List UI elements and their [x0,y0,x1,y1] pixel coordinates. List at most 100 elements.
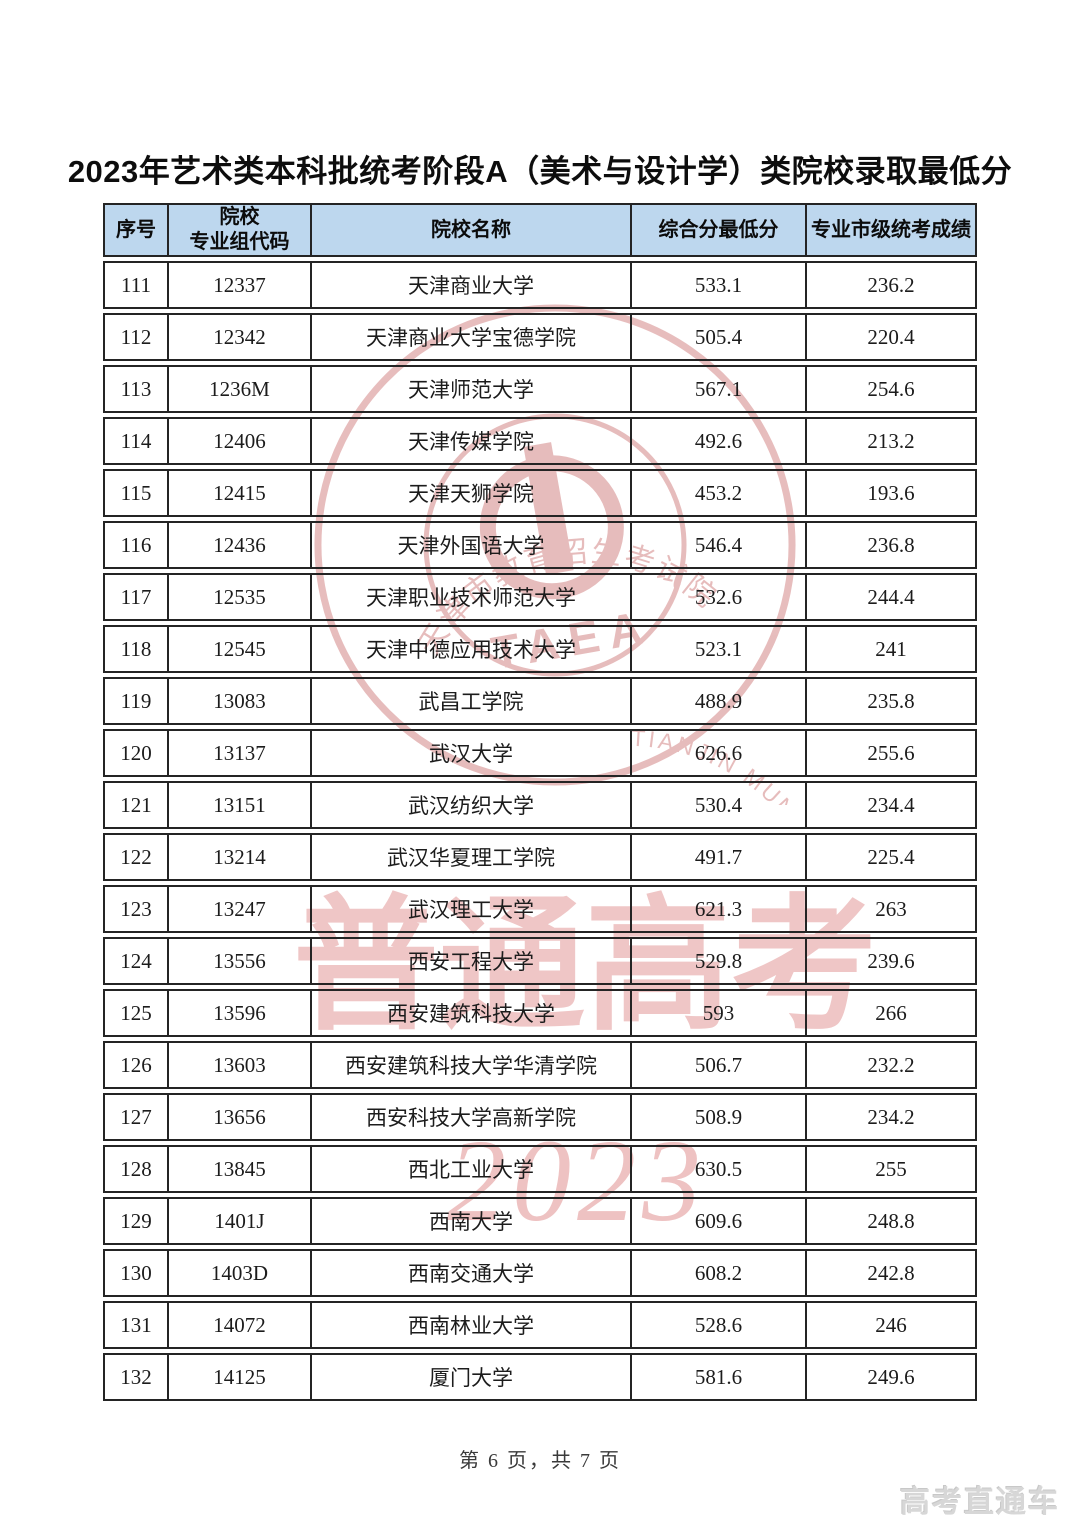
row-group-code: 1236M [167,365,310,413]
row-municipal-exam-score: 236.2 [805,261,977,309]
row-group-code: 13247 [167,885,310,933]
row-min-composite-score: 608.2 [630,1249,805,1297]
row-serial: 129 [103,1197,167,1245]
table-row: 128 13845 西北工业大学 630.5 255 [103,1145,977,1193]
row-group-code: 13083 [167,677,310,725]
row-min-composite-score: 593 [630,989,805,1037]
row-serial: 120 [103,729,167,777]
row-serial: 113 [103,365,167,413]
table-row: 111 12337 天津商业大学 533.1 236.2 [103,261,977,309]
table-row: 131 14072 西南林业大学 528.6 246 [103,1301,977,1349]
row-min-composite-score: 546.4 [630,521,805,569]
row-school-name: 西南交通大学 [310,1249,630,1297]
header-school-name: 院校名称 [310,203,630,257]
table-row: 119 13083 武昌工学院 488.9 235.8 [103,677,977,725]
row-school-name: 天津中德应用技术大学 [310,625,630,673]
row-serial: 121 [103,781,167,829]
row-min-composite-score: 523.1 [630,625,805,673]
row-school-name: 天津商业大学 [310,261,630,309]
table-row: 112 12342 天津商业大学宝德学院 505.4 220.4 [103,313,977,361]
table-row: 125 13596 西安建筑科技大学 593 266 [103,989,977,1037]
table-row: 123 13247 武汉理工大学 621.3 263 [103,885,977,933]
table-row: 120 13137 武汉大学 626.6 255.6 [103,729,977,777]
row-serial: 125 [103,989,167,1037]
table-row: 127 13656 西安科技大学高新学院 508.9 234.2 [103,1093,977,1141]
row-min-composite-score: 492.6 [630,417,805,465]
row-group-code: 13137 [167,729,310,777]
row-min-composite-score: 505.4 [630,313,805,361]
row-school-name: 西安建筑科技大学华清学院 [310,1041,630,1089]
row-serial: 117 [103,573,167,621]
row-municipal-exam-score: 255.6 [805,729,977,777]
row-group-code: 14072 [167,1301,310,1349]
row-municipal-exam-score: 263 [805,885,977,933]
row-group-code: 1403D [167,1249,310,1297]
row-municipal-exam-score: 234.2 [805,1093,977,1141]
row-min-composite-score: 506.7 [630,1041,805,1089]
table-row: 132 14125 厦门大学 581.6 249.6 [103,1353,977,1401]
table-row: 114 12406 天津传媒学院 492.6 213.2 [103,417,977,465]
row-school-name: 西安工程大学 [310,937,630,985]
row-serial: 130 [103,1249,167,1297]
row-min-composite-score: 530.4 [630,781,805,829]
row-municipal-exam-score: 213.2 [805,417,977,465]
row-group-code: 12545 [167,625,310,673]
row-serial: 119 [103,677,167,725]
row-serial: 131 [103,1301,167,1349]
row-group-code: 13603 [167,1041,310,1089]
row-municipal-exam-score: 225.4 [805,833,977,881]
table-row: 122 13214 武汉华夏理工学院 491.7 225.4 [103,833,977,881]
row-min-composite-score: 567.1 [630,365,805,413]
row-min-composite-score: 621.3 [630,885,805,933]
row-municipal-exam-score: 235.8 [805,677,977,725]
row-serial: 128 [103,1145,167,1193]
row-school-name: 天津师范大学 [310,365,630,413]
row-serial: 122 [103,833,167,881]
row-serial: 112 [103,313,167,361]
row-municipal-exam-score: 248.8 [805,1197,977,1245]
row-municipal-exam-score: 239.6 [805,937,977,985]
row-group-code: 13656 [167,1093,310,1141]
score-table-container: 序号 院校 专业组代码 院校名称 综合分最低分 专业市级统考成绩 111 1233… [103,199,977,1405]
row-min-composite-score: 491.7 [630,833,805,881]
row-serial: 124 [103,937,167,985]
row-min-composite-score: 581.6 [630,1353,805,1401]
row-min-composite-score: 488.9 [630,677,805,725]
row-municipal-exam-score: 246 [805,1301,977,1349]
table-row: 129 1401J 西南大学 609.6 248.8 [103,1197,977,1245]
row-serial: 111 [103,261,167,309]
row-min-composite-score: 532.6 [630,573,805,621]
score-table: 序号 院校 专业组代码 院校名称 综合分最低分 专业市级统考成绩 111 1233… [103,199,977,1405]
header-municipal-exam-score: 专业市级统考成绩 [805,203,977,257]
row-municipal-exam-score: 193.6 [805,469,977,517]
row-min-composite-score: 528.6 [630,1301,805,1349]
row-group-code: 12436 [167,521,310,569]
row-municipal-exam-score: 244.4 [805,573,977,621]
row-group-code: 14125 [167,1353,310,1401]
row-group-code: 12535 [167,573,310,621]
row-min-composite-score: 508.9 [630,1093,805,1141]
row-serial: 114 [103,417,167,465]
row-group-code: 12337 [167,261,310,309]
table-row: 117 12535 天津职业技术师范大学 532.6 244.4 [103,573,977,621]
row-min-composite-score: 533.1 [630,261,805,309]
row-school-name: 西南林业大学 [310,1301,630,1349]
row-min-composite-score: 609.6 [630,1197,805,1245]
row-min-composite-score: 453.2 [630,469,805,517]
row-school-name: 武汉华夏理工学院 [310,833,630,881]
header-row: 序号 院校 专业组代码 院校名称 综合分最低分 专业市级统考成绩 [103,203,977,257]
row-municipal-exam-score: 232.2 [805,1041,977,1089]
row-school-name: 西南大学 [310,1197,630,1245]
row-municipal-exam-score: 255 [805,1145,977,1193]
header-group-code: 院校 专业组代码 [167,203,310,257]
row-school-name: 西安建筑科技大学 [310,989,630,1037]
row-municipal-exam-score: 220.4 [805,313,977,361]
row-serial: 127 [103,1093,167,1141]
brand-watermark: 高考直通车 [900,1486,1060,1519]
row-school-name: 武昌工学院 [310,677,630,725]
row-school-name: 西北工业大学 [310,1145,630,1193]
header-serial: 序号 [103,203,167,257]
table-row: 113 1236M 天津师范大学 567.1 254.6 [103,365,977,413]
